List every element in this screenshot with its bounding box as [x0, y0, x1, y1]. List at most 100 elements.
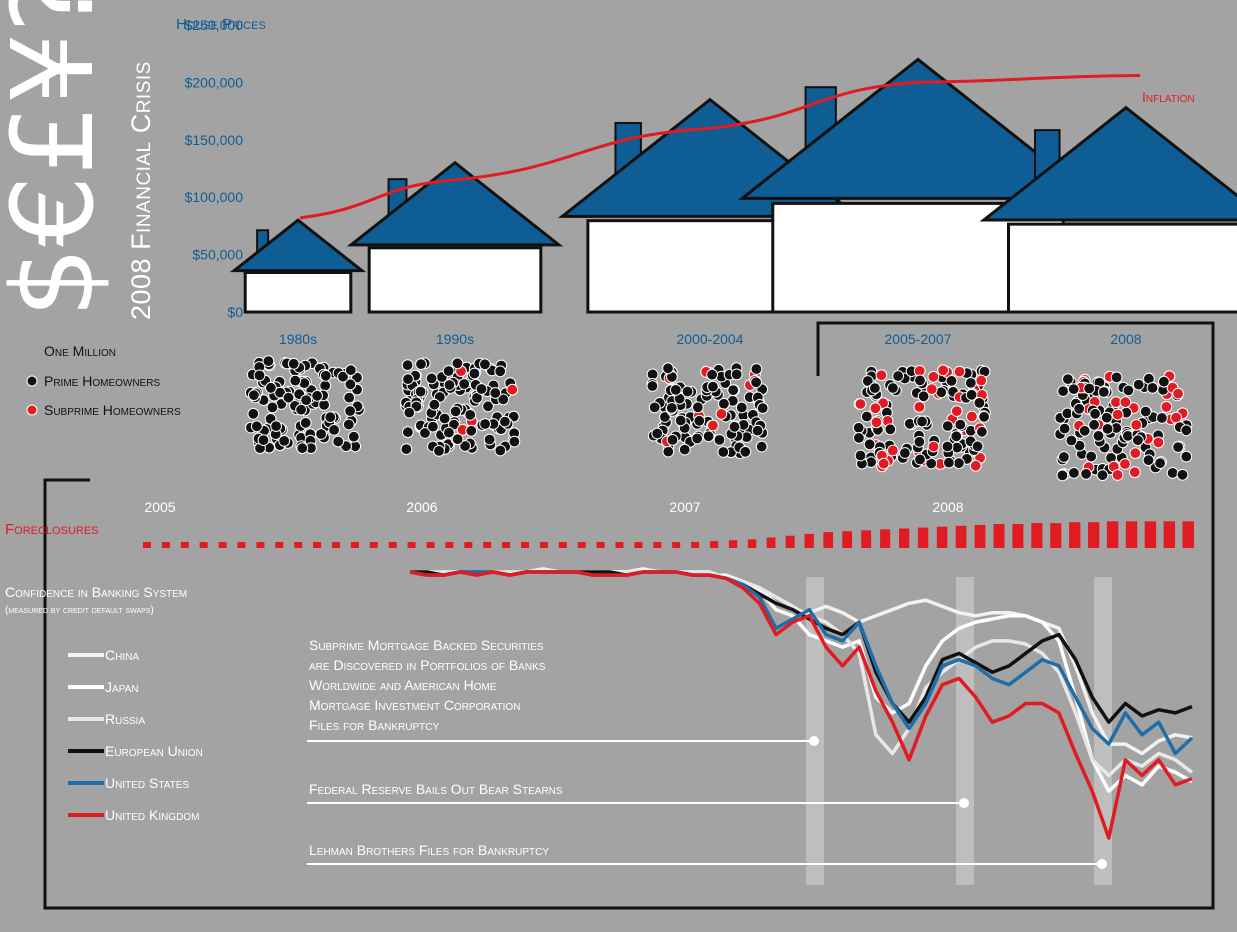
- prime-dot: [344, 378, 357, 391]
- series-line-japan: [409, 570, 1193, 793]
- subprime-dot: [870, 416, 883, 429]
- prime-dot: [282, 391, 295, 404]
- prime-dot: [899, 447, 911, 459]
- year-label-2007: 2007: [669, 499, 700, 515]
- prime-dot: [278, 435, 291, 447]
- prime-dot: [296, 442, 309, 455]
- subprime-dot: [1128, 466, 1141, 479]
- foreclosure-bar: [785, 535, 795, 548]
- prime-dot: [1097, 386, 1110, 398]
- prime-dot: [1065, 434, 1078, 447]
- prime-dot: [648, 401, 661, 414]
- prime-dot: [465, 424, 478, 437]
- foreclosure-bar: [161, 542, 170, 548]
- foreclosure-bar: [974, 524, 986, 548]
- prime-dot: [665, 402, 678, 414]
- prime-dot: [943, 456, 955, 469]
- prime-dot: [755, 440, 768, 453]
- foreclosure-bar: [672, 542, 681, 548]
- prime-dot: [1085, 450, 1098, 463]
- prime-dot: [971, 440, 984, 453]
- subprime-dot: [506, 383, 519, 396]
- prime-dot: [964, 377, 977, 389]
- prime-dot: [706, 368, 718, 381]
- legend-label-european-union: European Union: [105, 743, 203, 759]
- prime-dot: [750, 376, 762, 389]
- prime-dot: [343, 391, 356, 404]
- prime-dot: [860, 410, 873, 423]
- homeowner-unit-label: One Million: [44, 343, 116, 359]
- house-prices-title: House Prices: [176, 16, 266, 33]
- prime-dot: [419, 427, 431, 439]
- prime-dot: [458, 378, 471, 390]
- subprime-dot: [887, 444, 899, 457]
- foreclosure-bar: [747, 539, 757, 548]
- foreclosure-bar: [313, 542, 322, 548]
- subprime-dot: [1111, 408, 1124, 421]
- homeowner-clusters: [244, 355, 1193, 482]
- foreclosure-bar: [407, 542, 416, 548]
- series-line-united-kingdom: [409, 570, 1193, 840]
- foreclosure-bar: [1144, 521, 1157, 548]
- prime-dot: [1096, 469, 1109, 482]
- foreclosure-bar: [1182, 521, 1194, 548]
- annotation-dot-1: [809, 736, 819, 746]
- prime-dot: [887, 382, 899, 394]
- foreclosure-bar: [218, 542, 227, 548]
- prime-dot: [950, 430, 963, 443]
- y-tick-5: $250,000: [185, 17, 244, 33]
- prime-dot: [913, 435, 926, 448]
- subprime-dot: [875, 369, 888, 382]
- subprime-dot: [1130, 419, 1143, 431]
- prime-dot: [428, 398, 441, 411]
- foreclosure-bar: [955, 525, 967, 548]
- prime-dot: [468, 367, 481, 380]
- period-label-1990s: 1990s: [436, 331, 474, 347]
- prime-dot: [954, 418, 967, 431]
- prime-dot: [1067, 383, 1080, 396]
- foreclosure-bar: [180, 542, 189, 548]
- series-line-russia: [410, 570, 1194, 778]
- prime-dot: [941, 420, 954, 432]
- prime-dot: [852, 421, 865, 434]
- prime-dot: [1083, 382, 1096, 395]
- roof-1980s: [229, 218, 367, 273]
- legend-label-united-kingdom: United Kingdom: [105, 807, 199, 823]
- house-1980s: 1980s: [229, 218, 367, 347]
- prime-dot: [892, 370, 904, 382]
- prime-dot: [691, 432, 704, 445]
- prime-dot: [678, 443, 691, 456]
- event-annotations: Subprime Mortgage Backed Securities are D…: [307, 637, 1107, 869]
- foreclosure-bar: [426, 542, 435, 548]
- prime-dot: [941, 440, 954, 453]
- foreclosure-bar: [1125, 521, 1138, 548]
- prime-dot: [442, 365, 455, 377]
- prime-dot: [443, 379, 456, 391]
- prime-dot: [319, 379, 332, 392]
- foreclosure-bar: [483, 542, 492, 548]
- prime-dot: [728, 420, 741, 433]
- houses-group: 1980s 1990s 2000-2004 2005-2007 2008: [229, 57, 1237, 347]
- period-label-2005-2007: 2005-2007: [885, 331, 952, 347]
- foreclosure-bar: [1106, 521, 1119, 548]
- foreclosure-bar: [1012, 524, 1024, 548]
- prime-dot: [1073, 402, 1086, 415]
- prime-legend-label: Prime Homeowners: [44, 373, 160, 389]
- prime-dot: [730, 368, 743, 381]
- confidence-subtitle: (measured by credit default swaps): [5, 605, 154, 616]
- foreclosure-bar: [861, 530, 872, 548]
- prime-dot: [489, 387, 502, 399]
- prime-dot: [651, 427, 664, 440]
- prime-dot: [1080, 468, 1092, 480]
- legend-label-china: China: [105, 647, 139, 663]
- prime-dot: [953, 457, 965, 470]
- prime-dot: [751, 424, 764, 437]
- prime-dot: [1142, 454, 1155, 467]
- foreclosure-bar: [1088, 522, 1100, 548]
- foreclosure-bar: [539, 542, 548, 548]
- prime-dot: [266, 401, 279, 414]
- roof-2005-2007: [737, 57, 1099, 200]
- subprime-dot: [877, 457, 890, 470]
- prime-dot: [681, 385, 694, 398]
- prime-dot: [693, 414, 706, 427]
